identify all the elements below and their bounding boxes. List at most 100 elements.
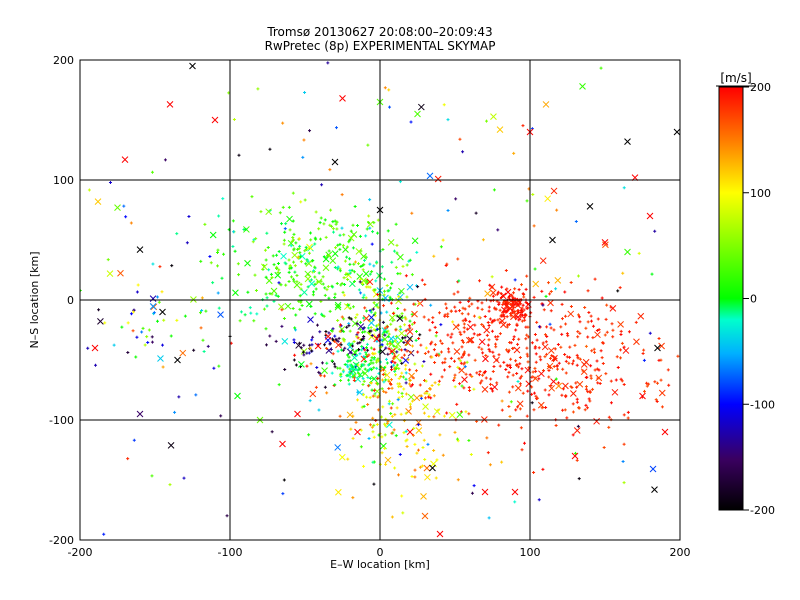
data-point bbox=[508, 415, 512, 419]
data-point bbox=[183, 314, 187, 318]
data-point bbox=[521, 303, 525, 307]
data-point bbox=[277, 250, 281, 254]
data-point bbox=[520, 283, 524, 287]
data-point bbox=[216, 250, 220, 254]
data-point bbox=[462, 322, 466, 326]
data-point bbox=[575, 385, 579, 389]
data-point bbox=[281, 492, 285, 496]
data-point bbox=[389, 383, 393, 387]
data-point-cross bbox=[244, 259, 251, 267]
data-point bbox=[369, 358, 373, 362]
data-point bbox=[338, 323, 342, 327]
data-point-cross bbox=[436, 530, 444, 538]
data-point-cross bbox=[167, 442, 175, 449]
data-point-cross bbox=[270, 287, 278, 295]
data-point bbox=[592, 347, 596, 351]
data-point bbox=[284, 283, 288, 287]
colorbar-ticks: 200 100 0 -100 -200 bbox=[743, 81, 775, 517]
data-point bbox=[566, 334, 570, 338]
data-point bbox=[474, 211, 478, 215]
data-point bbox=[310, 343, 314, 347]
data-point bbox=[367, 436, 371, 440]
data-point bbox=[597, 368, 601, 372]
data-point-cross bbox=[189, 62, 196, 70]
data-point bbox=[202, 350, 206, 354]
data-point bbox=[438, 433, 442, 437]
data-point-cross bbox=[335, 488, 342, 496]
data-point bbox=[446, 347, 450, 351]
data-point bbox=[622, 186, 626, 190]
data-point bbox=[380, 345, 384, 349]
data-point bbox=[576, 330, 580, 334]
data-point bbox=[642, 358, 646, 362]
data-point bbox=[500, 285, 504, 289]
data-point bbox=[531, 370, 535, 374]
data-point bbox=[490, 275, 494, 279]
data-point bbox=[373, 311, 377, 315]
data-point bbox=[460, 345, 464, 349]
data-point bbox=[560, 332, 564, 336]
data-point bbox=[565, 416, 569, 420]
data-point bbox=[385, 325, 389, 329]
data-point bbox=[364, 279, 368, 283]
data-point bbox=[461, 150, 465, 154]
data-point-cross bbox=[344, 303, 351, 310]
data-point bbox=[356, 223, 360, 227]
data-point bbox=[408, 368, 412, 372]
data-point bbox=[328, 168, 332, 172]
data-point-cross bbox=[265, 208, 273, 216]
data-point bbox=[288, 267, 292, 271]
data-point bbox=[457, 279, 461, 283]
data-point bbox=[358, 280, 362, 284]
data-point bbox=[170, 264, 174, 268]
data-point bbox=[376, 395, 380, 399]
data-point bbox=[492, 364, 496, 368]
data-point bbox=[306, 259, 310, 263]
data-point bbox=[308, 343, 312, 347]
data-point bbox=[454, 197, 458, 201]
data-point bbox=[318, 330, 322, 334]
data-point bbox=[312, 290, 316, 294]
data-point-cross bbox=[458, 366, 465, 374]
data-point bbox=[380, 387, 384, 391]
data-point bbox=[293, 326, 297, 330]
data-point bbox=[287, 270, 291, 274]
data-point bbox=[478, 333, 482, 337]
data-point bbox=[597, 328, 601, 332]
data-point bbox=[518, 407, 522, 411]
data-point bbox=[283, 227, 287, 231]
data-point bbox=[620, 379, 624, 383]
data-point bbox=[477, 315, 481, 319]
y-tick-label: 0 bbox=[67, 294, 74, 307]
data-point bbox=[404, 329, 408, 333]
data-point bbox=[530, 401, 534, 405]
data-point bbox=[414, 329, 418, 333]
data-point bbox=[132, 438, 136, 442]
data-point bbox=[557, 381, 561, 385]
data-point bbox=[402, 353, 406, 357]
data-point bbox=[410, 312, 414, 316]
data-point bbox=[524, 325, 528, 329]
data-point-cross bbox=[334, 444, 342, 451]
data-point bbox=[422, 411, 426, 415]
data-point-cross bbox=[321, 367, 328, 374]
data-point bbox=[294, 363, 298, 367]
data-point bbox=[480, 347, 484, 351]
data-point bbox=[333, 219, 337, 223]
data-point bbox=[349, 427, 353, 431]
data-point bbox=[463, 365, 467, 369]
data-point bbox=[590, 349, 594, 353]
data-point bbox=[488, 283, 492, 287]
data-point-cross bbox=[562, 382, 569, 390]
data-point bbox=[502, 360, 506, 364]
data-point bbox=[307, 433, 311, 437]
data-point bbox=[445, 306, 449, 310]
data-point bbox=[437, 311, 441, 315]
data-point-cross bbox=[532, 375, 539, 382]
data-point-cross bbox=[542, 101, 550, 108]
data-point bbox=[150, 170, 154, 174]
data-point bbox=[588, 399, 592, 403]
data-point bbox=[654, 398, 658, 402]
data-point bbox=[313, 282, 317, 286]
data-point bbox=[395, 350, 399, 354]
